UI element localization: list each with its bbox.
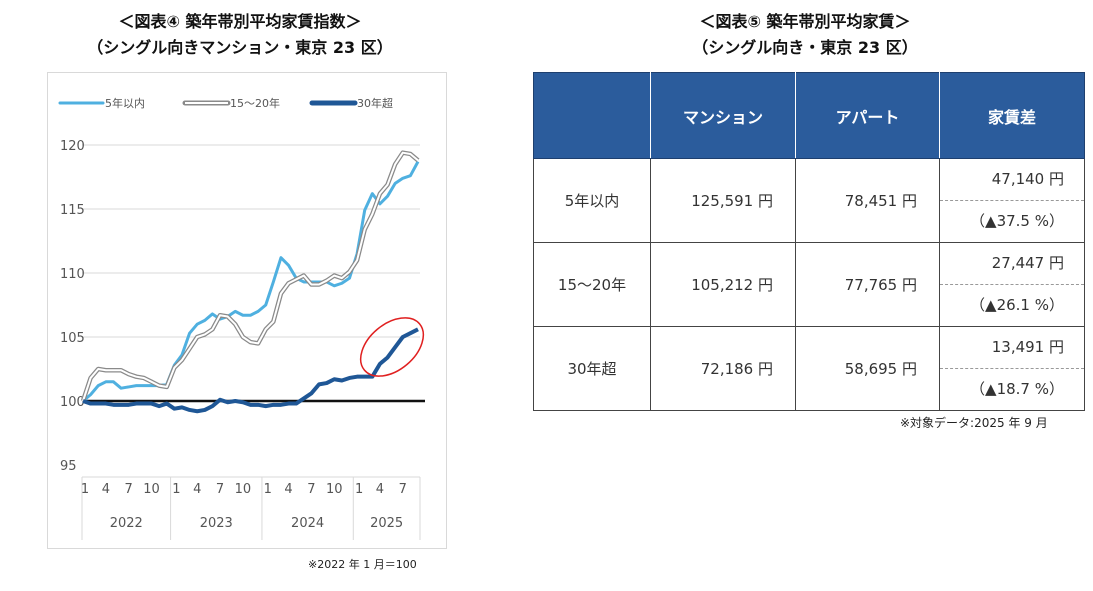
legend-label: 30年超	[357, 96, 393, 110]
table-row: 15～20年 105,212 円 77,765 円 27,447 円 （▲26.1…	[533, 242, 1085, 327]
row-label: 5年以内	[533, 158, 651, 243]
x-tick-label: 7	[216, 482, 224, 497]
series-line-5yr	[82, 160, 420, 403]
mansion-rent: 105,212 円	[650, 242, 796, 327]
header-diff: 家賃差	[939, 72, 1085, 159]
rent-diff-cell: 13,491 円 （▲18.7 %）	[939, 326, 1085, 411]
apart-rent: 58,695 円	[795, 326, 940, 411]
header-mansion: マンション	[650, 72, 796, 159]
chart-subtitle: （シングル向きマンション・東京 23 区）	[87, 38, 393, 57]
rent-diff-pct: （▲37.5 %）	[970, 212, 1064, 230]
x-year-label: 2023	[200, 516, 233, 531]
table-row: 5年以内 125,591 円 78,451 円 47,140 円 （▲37.5 %…	[533, 158, 1085, 243]
x-tick-label: 4	[284, 482, 292, 497]
mansion-rent: 125,591 円	[650, 158, 796, 243]
rent-diff-pct: （▲26.1 %）	[970, 296, 1064, 314]
table-title-main: ＜図表⑤ 築年帯別平均家賃＞	[699, 12, 911, 31]
x-tick-label: 4	[102, 482, 110, 497]
series-line-30yr	[82, 327, 419, 414]
legend-label: 5年以内	[105, 96, 145, 110]
y-tick-label: 110	[60, 267, 85, 282]
chart-title: ＜図表④ 築年帯別平均家賃指数＞ （シングル向きマンション・東京 23 区）	[40, 9, 440, 61]
mansion-rent: 72,186 円	[650, 326, 796, 411]
x-tick-label: 10	[143, 482, 160, 497]
chart-footnote: ※2022 年 1 月＝100	[308, 558, 417, 571]
rent-diff: 13,491 円	[940, 327, 1084, 369]
y-tick-label: 95	[60, 459, 77, 474]
rent-table: マンション アパート 家賃差 5年以内 125,591 円 78,451 円 4…	[533, 72, 1085, 411]
x-tick-label: 1	[355, 482, 363, 497]
row-label: 30年超	[533, 326, 651, 411]
x-tick-label: 10	[326, 482, 343, 497]
y-tick-label: 115	[60, 203, 85, 218]
header-apart: アパート	[795, 72, 940, 159]
x-tick-label: 7	[125, 482, 133, 497]
x-tick-label: 4	[193, 482, 201, 497]
y-tick-label: 120	[60, 139, 85, 154]
x-tick-label: 1	[172, 482, 180, 497]
x-year-label: 2022	[110, 516, 143, 531]
x-tick-label: 7	[399, 482, 407, 497]
rent-diff-cell: 27,447 円 （▲26.1 %）	[939, 242, 1085, 327]
table-footnote: ※対象データ:2025 年 9 月	[900, 416, 1048, 430]
x-tick-label: 1	[264, 482, 272, 497]
table-title: ＜図表⑤ 築年帯別平均家賃＞ （シングル向き・東京 23 区）	[600, 9, 1010, 61]
chart-title-main: ＜図表④ 築年帯別平均家賃指数＞	[118, 12, 362, 31]
table-subtitle: （シングル向き・東京 23 区）	[692, 38, 918, 57]
apart-rent: 78,451 円	[795, 158, 940, 243]
rent-diff: 27,447 円	[940, 243, 1084, 285]
header-blank	[533, 72, 651, 159]
x-tick-label: 1	[81, 482, 89, 497]
x-tick-label: 7	[307, 482, 315, 497]
highlight-ellipse	[359, 317, 425, 377]
table-row: 30年超 72,186 円 58,695 円 13,491 円 （▲18.7 %）	[533, 326, 1085, 411]
x-tick-label: 10	[235, 482, 252, 497]
legend-label: 15〜20年	[230, 96, 280, 110]
y-tick-label: 100	[60, 395, 85, 410]
table-header-row: マンション アパート 家賃差	[533, 72, 1085, 159]
rent-diff-pct: （▲18.7 %）	[970, 380, 1064, 398]
x-tick-label: 4	[376, 482, 384, 497]
x-year-label: 2025	[370, 516, 403, 531]
row-label: 15～20年	[533, 242, 651, 327]
rent-diff: 47,140 円	[940, 159, 1084, 201]
x-year-label: 2024	[291, 516, 324, 531]
rent-diff-cell: 47,140 円 （▲37.5 %）	[939, 158, 1085, 243]
y-tick-label: 105	[60, 331, 85, 346]
chart-frame	[47, 72, 447, 549]
apart-rent: 77,765 円	[795, 242, 940, 327]
series-line-15-20-inner	[82, 151, 419, 402]
